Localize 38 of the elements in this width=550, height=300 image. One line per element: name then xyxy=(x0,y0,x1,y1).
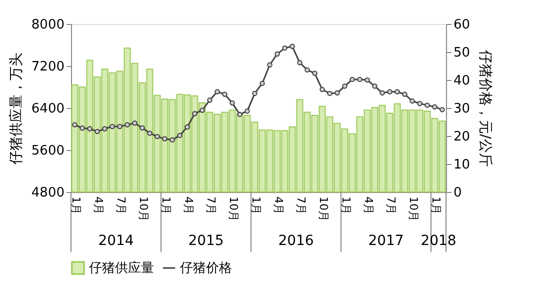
text: 2018 xyxy=(420,233,456,249)
y2-axis-title: 仔猪价格，元/公斤 xyxy=(477,50,494,167)
x-tick-label: 1月 xyxy=(159,196,172,214)
x-tick-label: 4月 xyxy=(92,196,105,214)
y-tick-label: 8000 xyxy=(31,18,64,32)
x-tick-label: 4月 xyxy=(362,196,375,214)
y2-tick-label: 30 xyxy=(454,102,470,116)
x-tick-label: 1月 xyxy=(69,196,82,214)
y2-tick-label: 0 xyxy=(454,186,462,200)
x-tick-label: 7月 xyxy=(204,196,218,214)
y2-tick-label: 60 xyxy=(454,18,470,32)
x-tick-label: 1月 xyxy=(339,196,352,214)
text: 2016 xyxy=(278,233,314,249)
x-tick-label: 4月 xyxy=(272,196,285,214)
y-tick-label: 6400 xyxy=(31,102,64,116)
y2-tick-label: 10 xyxy=(454,158,470,172)
x-tick-label: 10月 xyxy=(226,196,240,222)
y2-tick-label: 40 xyxy=(454,74,470,88)
x-tick-label: 7月 xyxy=(114,196,128,214)
y-axis-title: 仔猪供应量，万头 xyxy=(8,52,24,164)
x-tick-label: 7月 xyxy=(384,196,398,214)
y2-tick-label: 20 xyxy=(454,130,470,144)
y-tick-label: 7200 xyxy=(31,60,64,74)
text: 2014 xyxy=(98,233,134,249)
y2-tick-label: 50 xyxy=(454,46,470,60)
text: 2017 xyxy=(368,233,404,249)
x-tick-label: 10月 xyxy=(136,196,150,222)
text: 2015 xyxy=(188,233,224,249)
x-tick-label: 4月 xyxy=(182,196,195,214)
x-tick-label: 7月 xyxy=(294,196,308,214)
x-tick-label: 1月 xyxy=(429,196,442,214)
x-tick-label: 1月 xyxy=(249,196,262,214)
legend-label: 仔猪供应量 xyxy=(89,260,154,276)
legend-label: 仔猪价格 xyxy=(180,261,232,276)
x-tick-label: 10月 xyxy=(316,196,330,222)
y-tick-label: 5600 xyxy=(31,144,64,158)
y-tick-label: 4800 xyxy=(31,186,64,200)
x-tick-label: 10月 xyxy=(406,196,420,222)
